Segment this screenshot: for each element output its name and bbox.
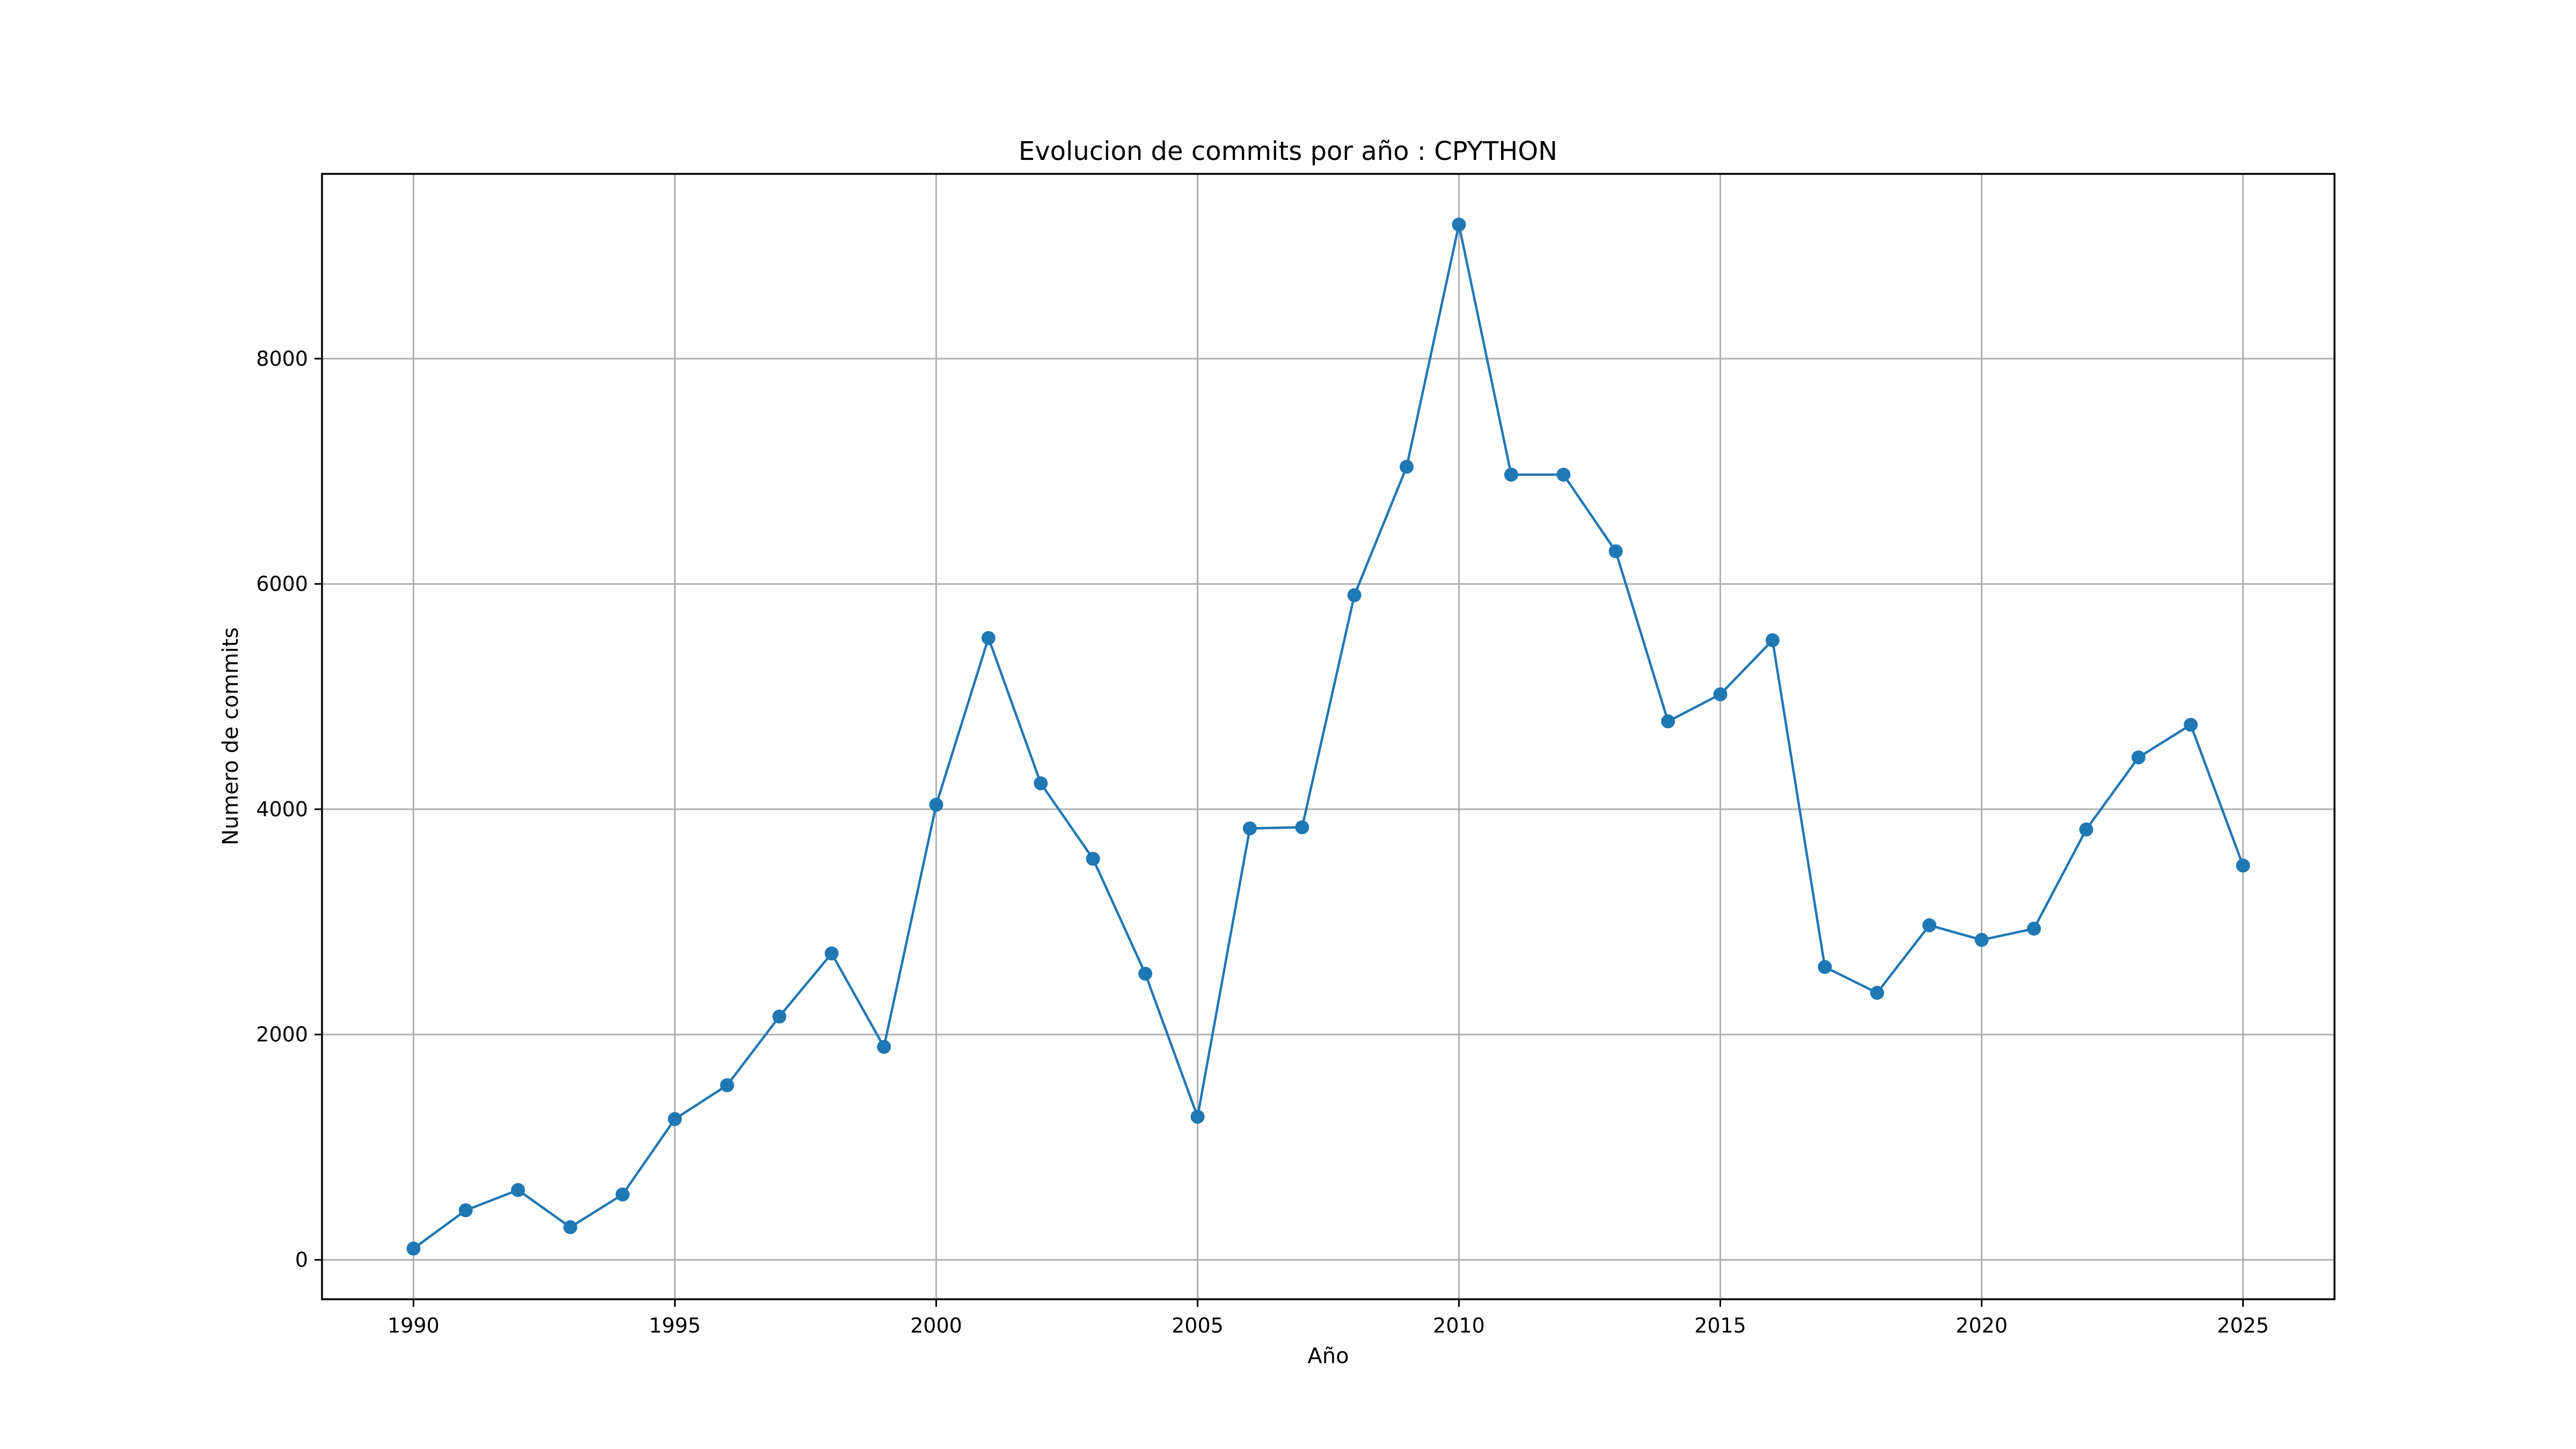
x-axis-ticks: 1990 1995 2000 2005 2010 2015 2020 2025 (387, 1299, 2269, 1337)
data-point-2006 (1242, 821, 1257, 836)
data-point-2010 (1452, 217, 1466, 232)
series-commits (406, 217, 2250, 1256)
y-axis-ticks: 0 2000 4000 6000 8000 (256, 347, 322, 1272)
data-point-1997 (772, 1009, 787, 1024)
x-tick-label: 2020 (1956, 1314, 2008, 1337)
data-point-2025 (2236, 858, 2250, 873)
data-point-1990 (406, 1241, 421, 1256)
x-tick-label: 2015 (1694, 1314, 1746, 1337)
x-tick-label: 2000 (910, 1314, 962, 1337)
data-point-2008 (1347, 588, 1362, 603)
data-point-2022 (2079, 822, 2094, 837)
y-tick-label: 6000 (256, 572, 308, 596)
data-point-2001 (981, 631, 996, 645)
x-tick-label: 2010 (1433, 1314, 1485, 1337)
data-point-1998 (824, 946, 839, 961)
data-point-2014 (1661, 714, 1675, 729)
data-point-2003 (1086, 852, 1100, 866)
x-tick-label: 2005 (1172, 1314, 1224, 1337)
data-point-1994 (616, 1187, 630, 1202)
y-axis-title: Numero de commits (218, 627, 243, 845)
data-point-2020 (1974, 933, 1989, 947)
data-point-2007 (1295, 820, 1309, 835)
data-point-1999 (877, 1040, 891, 1054)
plot-area-frame (321, 173, 2336, 1300)
y-tick-label: 2000 (256, 1023, 308, 1046)
data-point-1993 (563, 1220, 577, 1234)
y-tick-label: 0 (295, 1248, 308, 1272)
y-tick-label: 8000 (256, 347, 308, 370)
data-point-2009 (1400, 459, 1414, 474)
data-point-2002 (1034, 776, 1048, 791)
data-point-2024 (2184, 718, 2198, 732)
data-point-2018 (1870, 986, 1884, 1000)
data-point-2023 (2131, 750, 2146, 765)
data-point-2011 (1504, 467, 1518, 482)
data-point-1996 (720, 1078, 734, 1093)
data-point-2004 (1138, 967, 1153, 981)
x-axis-title: Año (1307, 1344, 1349, 1368)
y-tick-label: 4000 (256, 797, 308, 821)
data-point-2017 (1818, 960, 1832, 974)
data-point-1995 (668, 1112, 682, 1126)
data-point-2005 (1190, 1109, 1205, 1124)
x-tick-label: 1995 (649, 1314, 701, 1337)
data-point-2016 (1765, 633, 1780, 648)
data-point-1991 (458, 1203, 473, 1218)
data-point-2021 (2026, 921, 2041, 936)
data-point-2013 (1608, 544, 1623, 559)
chart-title: Evolucion de commits por año : CPYTHON (1019, 136, 1557, 166)
x-tick-label: 1990 (387, 1314, 440, 1337)
series-line (413, 223, 2244, 1250)
x-tick-label: 2025 (2217, 1314, 2269, 1337)
data-point-2019 (1922, 918, 1937, 933)
grid-lines (322, 174, 2334, 1299)
data-point-2015 (1713, 687, 1728, 701)
data-point-2012 (1556, 467, 1571, 482)
data-point-2000 (929, 797, 943, 812)
data-point-1992 (511, 1183, 525, 1197)
